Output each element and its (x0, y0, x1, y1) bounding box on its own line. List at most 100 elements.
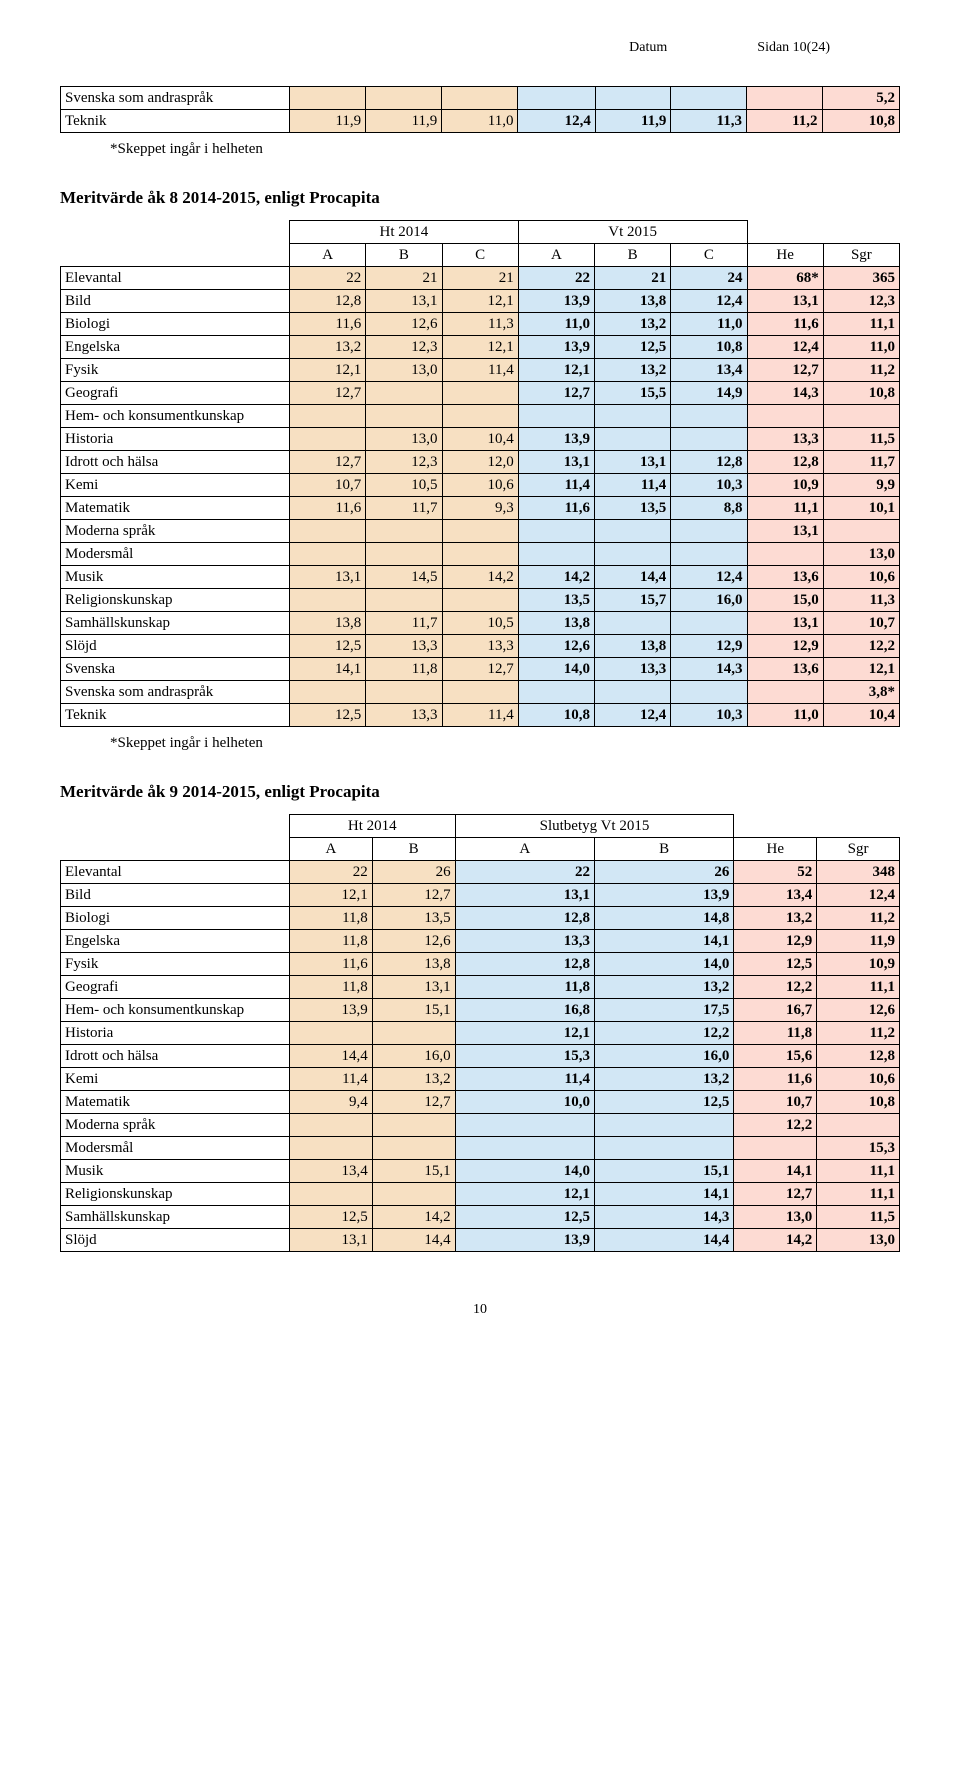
cell (290, 1137, 373, 1160)
cell: 11,2 (817, 1022, 900, 1045)
cell (442, 543, 518, 566)
cell: 11,6 (734, 1068, 817, 1091)
cell: 12,2 (734, 976, 817, 999)
cell: 10,5 (442, 612, 518, 635)
row-label: Biologi (61, 907, 290, 930)
cell: 22 (290, 267, 366, 290)
row-label: Hem- och konsumentkunskap (61, 999, 290, 1022)
cell: 13,8 (518, 612, 594, 635)
cell: 14,3 (594, 1206, 733, 1229)
cell (595, 405, 671, 428)
cell: 12,1 (290, 359, 366, 382)
cell: 21 (595, 267, 671, 290)
cell: 11,4 (455, 1068, 594, 1091)
row-label: Idrott och hälsa (61, 451, 290, 474)
row-label: Svenska som andraspråk (61, 681, 290, 704)
cell (372, 1137, 455, 1160)
cell: 12,1 (823, 658, 899, 681)
cell: 12,4 (595, 704, 671, 727)
cell: 14,1 (594, 1183, 733, 1206)
cell: 14,4 (372, 1229, 455, 1252)
cell: 13,5 (595, 497, 671, 520)
cell: 10,8 (822, 110, 899, 133)
cell: 12,9 (734, 930, 817, 953)
table-row: Geografi12,712,715,514,914,310,8 (61, 382, 900, 405)
page-header: Datum Sidan 10(24) (60, 40, 900, 56)
row-label: Svenska (61, 658, 290, 681)
cell: 11,5 (817, 1206, 900, 1229)
col-header: He (734, 838, 817, 861)
cell: 13,2 (594, 976, 733, 999)
cell: 13,3 (366, 704, 442, 727)
cell (671, 87, 747, 110)
cell: 11,5 (823, 428, 899, 451)
cell: 13,0 (366, 428, 442, 451)
cell: 15,6 (734, 1045, 817, 1068)
group-header: Slutbetyg Vt 2015 (455, 815, 734, 838)
cell: 12,7 (372, 1091, 455, 1114)
col-header: Sgr (817, 838, 900, 861)
cell: 13,0 (366, 359, 442, 382)
row-label: Musik (61, 1160, 290, 1183)
cell: 10,4 (442, 428, 518, 451)
cell: 13,1 (290, 566, 366, 589)
cell (366, 87, 442, 110)
table-row: Hem- och konsumentkunskap13,915,116,817,… (61, 999, 900, 1022)
cell: 10,8 (518, 704, 594, 727)
table-row: Musik13,114,514,214,214,412,413,610,6 (61, 566, 900, 589)
row-label: Moderna språk (61, 1114, 290, 1137)
cell (290, 520, 366, 543)
row-label: Svenska som andraspråk (61, 87, 290, 110)
cell: 16,0 (372, 1045, 455, 1068)
cell (366, 589, 442, 612)
row-label: Elevantal (61, 267, 290, 290)
cell: 13,8 (372, 953, 455, 976)
row-label: Matematik (61, 1091, 290, 1114)
row-label: Teknik (61, 704, 290, 727)
table-row: Fysik12,113,011,412,113,213,412,711,2 (61, 359, 900, 382)
cell: 12,6 (366, 313, 442, 336)
page-number: 10 (60, 1302, 900, 1318)
col-header (61, 838, 290, 861)
row-label: Hem- och konsumentkunskap (61, 405, 290, 428)
row-label: Fysik (61, 953, 290, 976)
col-header: A (290, 838, 373, 861)
col-header: B (595, 244, 671, 267)
table-row: Svenska14,111,812,714,013,314,313,612,1 (61, 658, 900, 681)
cell (372, 1114, 455, 1137)
group-header: Ht 2014 (290, 815, 456, 838)
cell (518, 520, 594, 543)
table-row: Modersmål15,3 (61, 1137, 900, 1160)
cell: 14,1 (594, 930, 733, 953)
cell (595, 543, 671, 566)
cell (518, 543, 594, 566)
table-row: Engelska11,812,613,314,112,911,9 (61, 930, 900, 953)
table1-footnote: *Skeppet ingår i helheten (110, 141, 900, 158)
cell: 13,4 (290, 1160, 373, 1183)
cell: 12,7 (290, 451, 366, 474)
cell (595, 681, 671, 704)
cell (290, 1114, 373, 1137)
cell: 12,1 (442, 336, 518, 359)
cell (823, 520, 899, 543)
cell: 13,2 (734, 907, 817, 930)
cell: 11,3 (823, 589, 899, 612)
cell: 11,7 (366, 612, 442, 635)
cell: 11,6 (290, 497, 366, 520)
cell: 12,4 (671, 566, 747, 589)
cell: 13,2 (595, 359, 671, 382)
cell: 16,0 (594, 1045, 733, 1068)
table-row: Musik13,415,114,015,114,111,1 (61, 1160, 900, 1183)
group-header: Vt 2015 (518, 221, 747, 244)
cell: 13,9 (455, 1229, 594, 1252)
cell: 13,4 (671, 359, 747, 382)
cell: 11,1 (817, 1183, 900, 1206)
cell: 3,8* (823, 681, 899, 704)
cell: 11,7 (823, 451, 899, 474)
table-row: Biologi11,813,512,814,813,211,2 (61, 907, 900, 930)
cell (442, 87, 518, 110)
cell: 11,0 (518, 313, 594, 336)
cell: 13,9 (518, 428, 594, 451)
cell: 12,7 (747, 359, 823, 382)
table-row: Fysik11,613,812,814,012,510,9 (61, 953, 900, 976)
